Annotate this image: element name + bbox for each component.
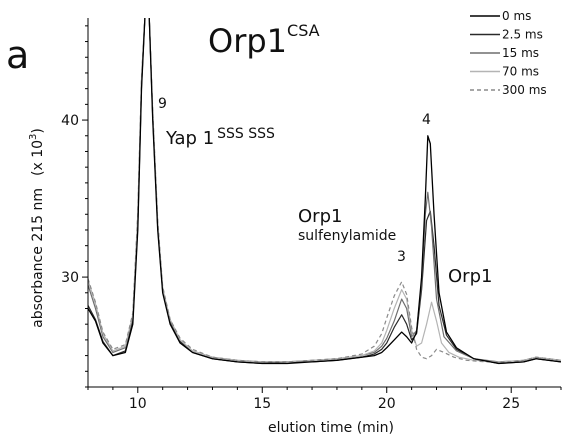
axes-layer: 10 15 20 25 30 40 <box>61 18 562 412</box>
peak-3-label: Orp1 <box>298 206 342 227</box>
legend-label: 15 ms <box>502 46 539 60</box>
series-line-2-5-ms <box>88 18 561 365</box>
series-line-300-ms <box>88 18 561 363</box>
legend-label: 300 ms <box>502 83 547 97</box>
legend: 0 ms 2.5 ms 15 ms 70 ms 300 ms <box>470 9 547 97</box>
x-tick-label: 10 <box>129 396 147 412</box>
y-tick-label: 40 <box>61 113 79 129</box>
y-axis-label: absorbance 215 nm(x 103) <box>28 128 46 328</box>
peak-3-sublabel: sulfenylamide <box>298 228 396 244</box>
chart-title-base: Orp1 <box>208 22 287 60</box>
x-tick-label: 20 <box>378 396 396 412</box>
x-tick-label: 15 <box>253 396 271 412</box>
peak-9-label: Yap 1 SSS SSS <box>165 126 275 149</box>
x-tick-label: 25 <box>502 396 520 412</box>
peak-9-label-base: Yap 1 <box>165 128 214 149</box>
y-tick-label: 30 <box>61 270 79 286</box>
series-line-0-ms <box>88 18 561 365</box>
legend-label: 2.5 ms <box>502 28 543 42</box>
peak-3-number: 3 <box>397 249 406 265</box>
peak-4-label: Orp1 <box>448 266 492 287</box>
peak-9-label-sup: SSS SSS <box>217 126 275 142</box>
series-layer <box>88 18 561 365</box>
peak-9-number: 9 <box>158 96 167 112</box>
legend-label: 70 ms <box>502 65 539 79</box>
y-axis-label-group: absorbance 215 nm(x 103) <box>28 128 46 328</box>
panel-label: a <box>6 33 29 77</box>
chart-title-sup: CSA <box>287 21 320 40</box>
series-line-15-ms <box>88 18 561 363</box>
legend-label: 0 ms <box>502 9 531 23</box>
peak-4-number: 4 <box>422 112 431 128</box>
chart-title: Orp1CSA <box>208 21 320 60</box>
x-axis-label: elution time (min) <box>268 420 394 436</box>
series-line-70-ms <box>88 18 561 363</box>
